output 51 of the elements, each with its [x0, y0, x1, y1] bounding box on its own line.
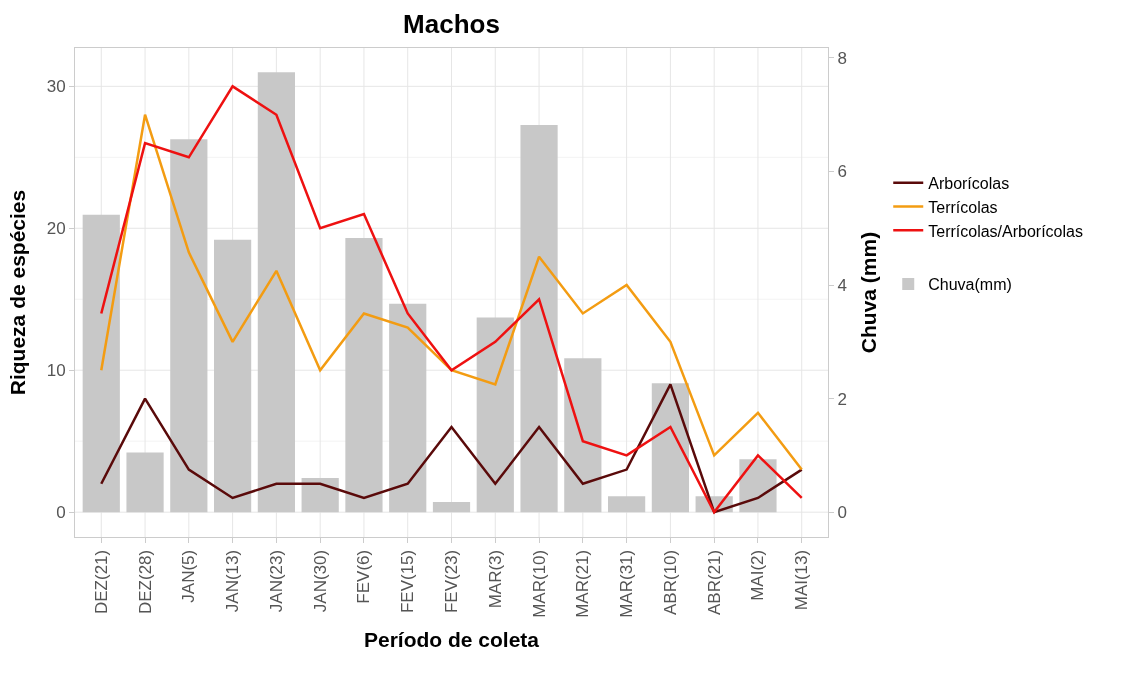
bar — [432, 501, 471, 513]
x-tick-label: MAI(13) — [792, 549, 812, 611]
y2-tick-label: 2 — [837, 389, 847, 409]
bar — [345, 237, 383, 513]
x-tick-label: JAN(23) — [266, 549, 286, 613]
x-tick-label: DEZ(28) — [135, 549, 155, 615]
x-axis-title: Período de coleta — [363, 628, 540, 652]
y-axis-title: Riqueza de espécies — [5, 189, 29, 396]
bar — [126, 452, 164, 513]
legend-label: Terrícolas — [928, 198, 998, 216]
legend-label: Terrícolas/Arborícolas — [928, 222, 1083, 240]
line-series — [100, 85, 803, 514]
chart-title: Machos — [403, 8, 500, 39]
legend-label: Chuva(mm) — [928, 276, 1012, 294]
y2-tick-label: 8 — [837, 48, 847, 68]
x-tick-label: JAN(5) — [179, 549, 199, 603]
x-tick-label: JAN(13) — [223, 549, 243, 613]
y-tick-label: 30 — [46, 77, 66, 97]
x-tick-label: MAR(10) — [529, 549, 549, 618]
y-tick-label: 20 — [46, 219, 66, 239]
bar — [214, 239, 252, 513]
bar — [389, 303, 427, 513]
bar — [257, 72, 295, 513]
x-tick-label: FEV(15) — [398, 549, 418, 614]
bar — [651, 383, 689, 513]
x-tick-label: DEZ(21) — [91, 549, 111, 615]
y-tick-label: 10 — [46, 361, 66, 381]
y2-tick-label: 0 — [837, 503, 847, 523]
bar — [608, 496, 646, 513]
bar — [301, 478, 339, 513]
x-tick-label: MAR(31) — [617, 549, 637, 618]
x-tick-label: MAR(3) — [485, 549, 505, 609]
bar — [170, 139, 208, 513]
x-tick-label: JAN(30) — [310, 549, 330, 613]
bar — [520, 124, 558, 513]
x-tick-label: FEV(23) — [442, 549, 462, 614]
bar — [476, 317, 514, 513]
x-tick-label: FEV(6) — [354, 549, 374, 604]
y2-tick-label: 4 — [837, 276, 847, 295]
x-tick-label: ABR(10) — [660, 549, 680, 615]
x-tick-label: MAI(2) — [748, 549, 768, 601]
bar — [82, 214, 120, 513]
line-series — [100, 383, 803, 514]
bar — [564, 358, 602, 513]
y-tick-label: 0 — [56, 503, 66, 523]
x-tick-label: MAR(21) — [573, 549, 593, 618]
line-series — [100, 113, 803, 471]
y2-tick-label: 6 — [837, 162, 847, 182]
legend-label: Arborícolas — [928, 174, 1010, 192]
y2-axis-title: Chuva (mm) — [857, 231, 881, 354]
x-tick-label: ABR(21) — [704, 549, 724, 615]
